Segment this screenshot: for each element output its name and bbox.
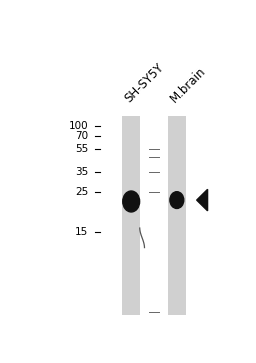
Text: M.brain: M.brain: [168, 64, 208, 105]
Text: 55: 55: [75, 144, 89, 154]
Bar: [122, 116, 140, 315]
Text: 15: 15: [75, 227, 89, 237]
Bar: [168, 116, 186, 315]
Text: 35: 35: [75, 167, 89, 177]
Ellipse shape: [123, 191, 140, 212]
Polygon shape: [197, 189, 208, 211]
Text: SH-SY5Y: SH-SY5Y: [122, 61, 166, 105]
Text: 25: 25: [75, 187, 89, 197]
Text: 70: 70: [76, 131, 89, 141]
Text: 100: 100: [69, 121, 89, 131]
Ellipse shape: [170, 192, 184, 208]
